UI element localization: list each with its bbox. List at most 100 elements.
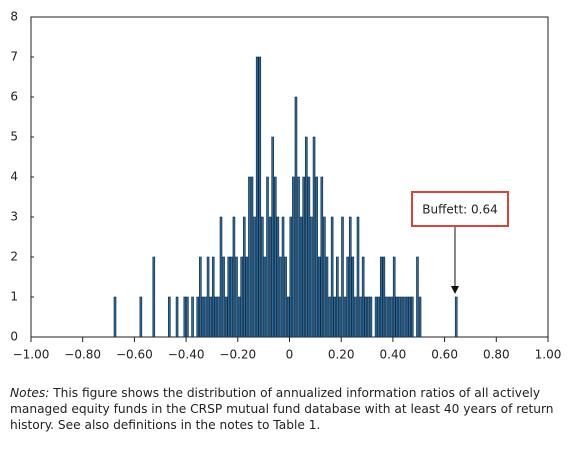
bar bbox=[276, 216, 280, 338]
bar bbox=[346, 256, 349, 338]
bar bbox=[359, 296, 362, 338]
bar bbox=[292, 176, 295, 338]
bar bbox=[367, 296, 370, 338]
bar bbox=[214, 296, 218, 338]
bar bbox=[113, 296, 117, 338]
y-tick-label: 5 bbox=[10, 130, 18, 144]
bar bbox=[255, 56, 259, 338]
bar bbox=[266, 176, 269, 338]
bar bbox=[302, 176, 306, 338]
bar bbox=[222, 256, 225, 338]
bar bbox=[330, 216, 334, 338]
bar bbox=[168, 296, 171, 338]
bar bbox=[299, 216, 303, 338]
bar bbox=[398, 296, 401, 338]
bar bbox=[408, 296, 411, 338]
bar bbox=[219, 216, 223, 338]
y-tick-label: 7 bbox=[10, 50, 18, 64]
bar bbox=[395, 296, 399, 338]
bar bbox=[230, 256, 233, 338]
x-tick-label: −1.00 bbox=[13, 348, 50, 362]
bar bbox=[224, 296, 228, 338]
bar bbox=[385, 296, 388, 338]
bar bbox=[387, 296, 391, 338]
bar bbox=[237, 296, 241, 338]
bar bbox=[361, 256, 365, 338]
y-tick-label: 1 bbox=[10, 290, 18, 304]
bar bbox=[209, 296, 212, 338]
bar bbox=[240, 256, 243, 338]
x-tick-label: 1.00 bbox=[535, 348, 562, 362]
x-tick-label: 0 bbox=[286, 348, 294, 362]
bar bbox=[183, 296, 187, 338]
bar bbox=[400, 296, 404, 338]
bar bbox=[323, 216, 326, 338]
bar bbox=[356, 216, 360, 338]
y-tick-label: 4 bbox=[10, 170, 18, 184]
bar bbox=[263, 256, 267, 338]
bar bbox=[271, 136, 274, 338]
bar bbox=[273, 176, 277, 338]
bar bbox=[410, 296, 414, 338]
bar bbox=[204, 296, 207, 338]
bar bbox=[320, 176, 324, 338]
bar bbox=[343, 296, 347, 338]
bar bbox=[354, 296, 357, 338]
bar bbox=[152, 256, 156, 338]
bar bbox=[286, 296, 290, 338]
bar bbox=[315, 176, 318, 338]
bar bbox=[416, 256, 419, 338]
x-tick-label: −0.80 bbox=[64, 348, 101, 362]
bar bbox=[284, 256, 287, 338]
bar bbox=[206, 256, 210, 338]
bar bbox=[289, 216, 293, 338]
bar bbox=[382, 256, 386, 338]
y-tick-label: 2 bbox=[10, 250, 18, 264]
bar bbox=[242, 216, 246, 338]
bar bbox=[374, 296, 378, 338]
y-tick-label: 0 bbox=[10, 330, 18, 344]
y-tick-label: 3 bbox=[10, 210, 18, 224]
bar bbox=[377, 296, 380, 338]
bar bbox=[325, 256, 329, 338]
bar bbox=[245, 256, 249, 338]
bar bbox=[199, 256, 202, 338]
bar bbox=[392, 256, 396, 338]
bar bbox=[294, 96, 298, 338]
bar bbox=[310, 216, 313, 338]
bar bbox=[248, 176, 251, 338]
bar bbox=[379, 256, 383, 338]
bar bbox=[196, 296, 200, 338]
arrow-head bbox=[451, 286, 459, 294]
bar bbox=[369, 296, 373, 338]
bar bbox=[418, 296, 422, 338]
bar bbox=[338, 296, 342, 338]
y-tick-label: 6 bbox=[10, 90, 18, 104]
bar bbox=[253, 216, 256, 338]
bar bbox=[281, 216, 285, 338]
bar bbox=[232, 216, 236, 338]
bar bbox=[261, 216, 264, 338]
bar bbox=[351, 256, 355, 338]
y-tick-label: 8 bbox=[10, 10, 18, 24]
x-tick-label: −0.20 bbox=[219, 348, 256, 362]
bar bbox=[328, 296, 331, 338]
x-tick-label: 0.40 bbox=[380, 348, 407, 362]
x-tick-label: 0.80 bbox=[483, 348, 510, 362]
x-tick-label: −0.40 bbox=[168, 348, 205, 362]
bar bbox=[279, 256, 282, 338]
bar bbox=[201, 296, 205, 338]
bar bbox=[312, 136, 316, 338]
bar bbox=[235, 256, 238, 338]
bar bbox=[175, 296, 179, 338]
bar bbox=[341, 216, 344, 338]
x-tick-label: −0.60 bbox=[116, 348, 153, 362]
notes-text: This figure shows the distribution of an… bbox=[10, 386, 554, 432]
bar bbox=[348, 216, 352, 338]
x-tick-label: 0.60 bbox=[431, 348, 458, 362]
bar bbox=[227, 256, 231, 338]
bar bbox=[211, 256, 215, 338]
notes: Notes: This figure shows the distributio… bbox=[10, 385, 565, 433]
bar bbox=[364, 296, 368, 338]
